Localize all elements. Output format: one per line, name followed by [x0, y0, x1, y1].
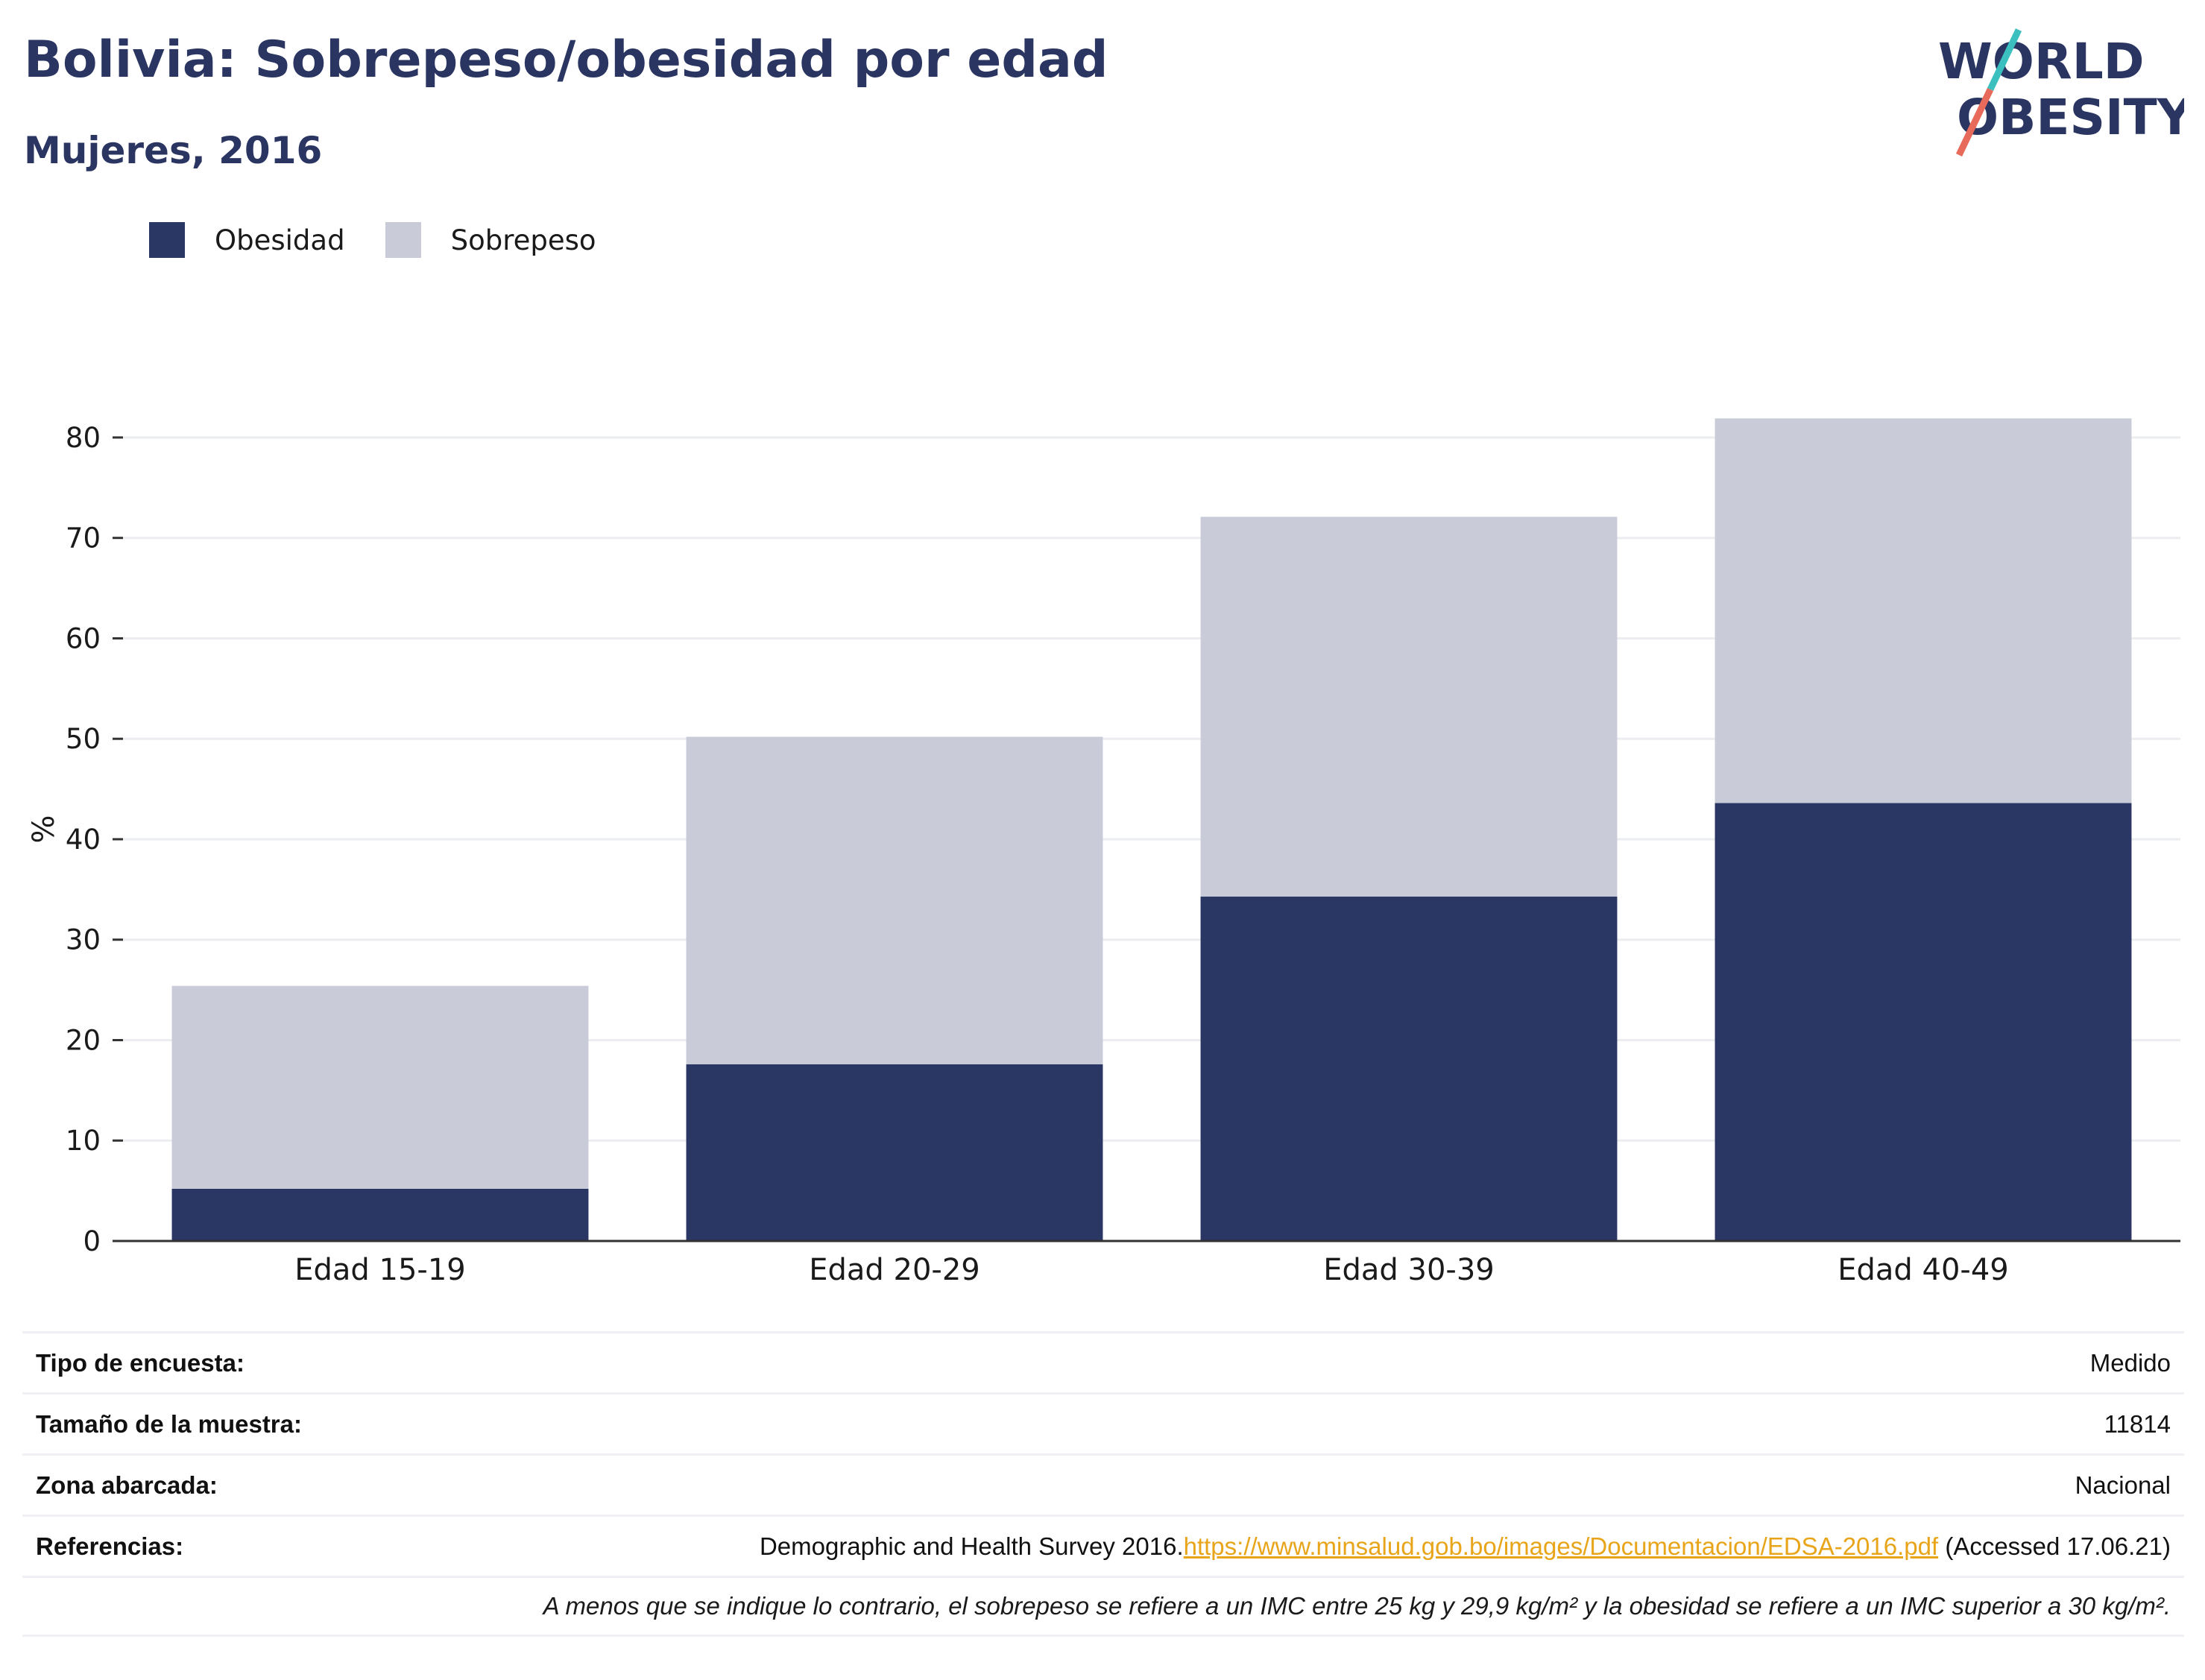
- bmi-note: A menos que se indique lo contrario, el …: [543, 1592, 2171, 1620]
- y-tick-label: 70: [66, 522, 101, 555]
- bar-obesidad-1: [171, 1188, 589, 1241]
- survey-info-table: Tipo de encuesta: Medido Tamaño de la mu…: [22, 1331, 2184, 1637]
- references-label: Referencias:: [36, 1532, 184, 1560]
- legend-item-obesidad[interactable]: Obesidad: [149, 222, 345, 258]
- legend-swatch-obesidad: [149, 222, 185, 258]
- y-tick-label: 10: [66, 1125, 101, 1157]
- survey-type-value: Medido: [2089, 1348, 2171, 1377]
- info-row-note: A menos que se indique lo contrario, el …: [22, 1576, 2184, 1637]
- svg-text:OBESITY: OBESITY: [1957, 89, 2184, 146]
- y-tick-label: 80: [66, 422, 101, 454]
- info-row-area: Zona abarcada: Nacional: [22, 1453, 2184, 1515]
- references-text: Demographic and Health Survey 2016.: [759, 1532, 1184, 1560]
- survey-type-label: Tipo de encuesta:: [36, 1348, 245, 1377]
- bar-sobrepeso-2: [686, 736, 1103, 1064]
- y-axis-label: %: [27, 815, 61, 843]
- bar-sobrepeso-3: [1200, 517, 1618, 897]
- x-tick-label: Edad 15-19: [294, 1253, 466, 1287]
- chart-subtitle: Mujeres, 2016: [24, 129, 323, 172]
- chart-title: Bolivia: Sobrepeso/obesidad por edad: [24, 31, 1108, 89]
- info-row-sample-size: Tamaño de la muestra: 11814: [22, 1392, 2184, 1453]
- y-tick-label: 40: [66, 824, 101, 856]
- y-tick-label: 0: [83, 1225, 101, 1257]
- stacked-bar-chart: 0 10 20 30 40 50 60 70 80% Edad 15-19 Edad 20-29 Ed…: [27, 418, 2180, 1287]
- legend-swatch-sobrepeso: [385, 222, 421, 258]
- x-tick-label: Edad 20-29: [809, 1253, 980, 1287]
- legend-item-sobrepeso[interactable]: Sobrepeso: [385, 222, 596, 258]
- references-accessed: (Accessed 17.06.21): [1938, 1532, 2171, 1560]
- sample-size-value: 11814: [2104, 1409, 2171, 1438]
- area-label: Zona abarcada:: [36, 1471, 218, 1499]
- y-tick-label: 50: [66, 723, 101, 755]
- references-link[interactable]: https://www.minsalud.gob.bo/images/Docum…: [1183, 1532, 1939, 1560]
- world-obesity-logo: WORLD OBESITY: [1938, 28, 2184, 157]
- x-tick-label: Edad 40-49: [1838, 1253, 2009, 1287]
- bar-obesidad-2: [686, 1064, 1103, 1241]
- svg-text:WORLD: WORLD: [1938, 33, 2145, 90]
- info-row-survey-type: Tipo de encuesta: Medido: [22, 1331, 2184, 1392]
- sample-size-label: Tamaño de la muestra:: [36, 1409, 302, 1438]
- bar-obesidad-3: [1200, 896, 1618, 1241]
- info-row-references: Referencias: Demographic and Health Surv…: [22, 1515, 2184, 1576]
- legend-label-obesidad: Obesidad: [215, 224, 345, 256]
- bar-sobrepeso-1: [171, 985, 589, 1189]
- legend-label-sobrepeso: Sobrepeso: [450, 224, 596, 256]
- references-value: Demographic and Health Survey 2016.https…: [760, 1532, 2171, 1561]
- chart-legend: Obesidad Sobrepeso: [149, 222, 637, 258]
- y-tick-label: 30: [66, 924, 101, 956]
- bar-obesidad-4: [1715, 803, 2132, 1241]
- area-value: Nacional: [2075, 1471, 2171, 1499]
- bar-sobrepeso-4: [1715, 418, 2132, 803]
- y-tick-label: 60: [66, 622, 101, 654]
- x-tick-label: Edad 30-39: [1323, 1253, 1495, 1287]
- y-tick-label: 20: [66, 1024, 101, 1056]
